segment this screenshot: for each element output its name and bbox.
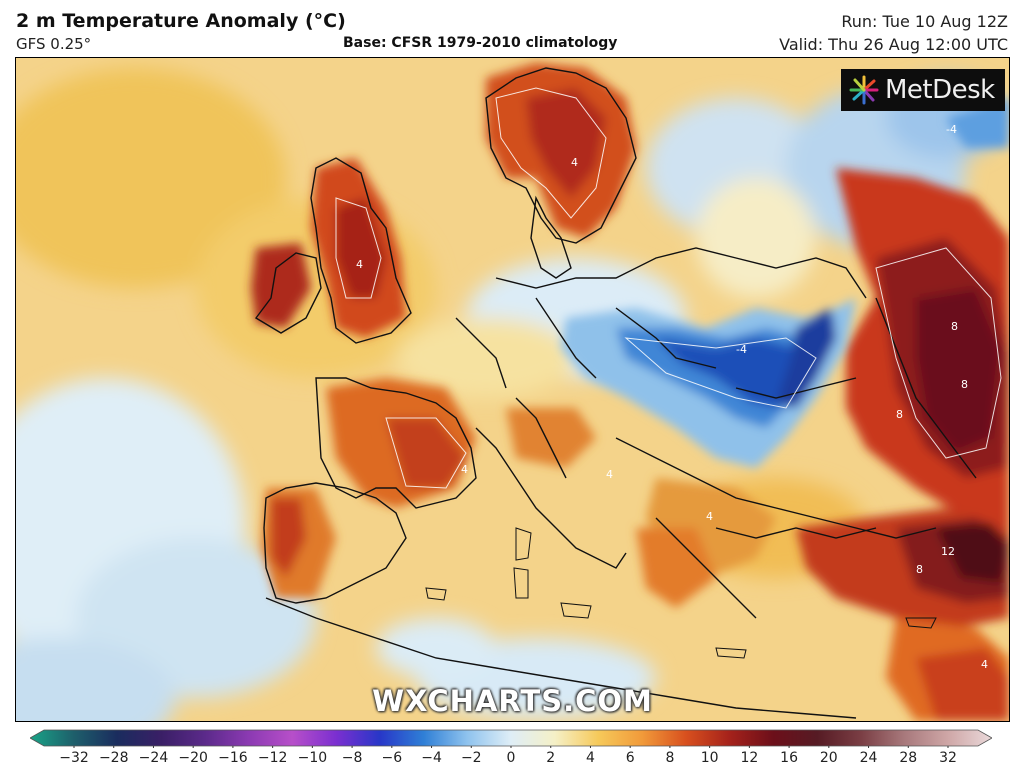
contour-label: 4 <box>571 156 578 169</box>
chart-title: 2 m Temperature Anomaly (°C) <box>16 10 346 32</box>
metdesk-logo: MetDesk <box>841 69 1005 111</box>
contour-label: 8 <box>951 320 958 333</box>
colorbar-tick-label: 6 <box>625 750 635 766</box>
colorbar-tick-label: 16 <box>780 750 798 766</box>
map-canvas: 4 4 8 8 8 4 12 8 4 4 4 -4 -4 <box>16 58 1009 721</box>
contour-label: -4 <box>946 123 957 136</box>
colorbar-tick-label: −2 <box>460 750 482 766</box>
colorbar-tick-label: 28 <box>899 750 918 766</box>
run-time-label: Run: Tue 10 Aug 12Z <box>841 12 1008 31</box>
contour-label: 12 <box>941 545 955 558</box>
contour-label: 4 <box>606 468 613 481</box>
colorbar-tick-label: 0 <box>506 750 516 766</box>
colorbar-tick-label: 12 <box>740 750 759 766</box>
colorbar-tick-label: −8 <box>341 750 363 766</box>
climatology-base-label: Base: CFSR 1979-2010 climatology <box>343 35 618 51</box>
colorbar-tick-label: 2 <box>546 750 556 766</box>
valid-time-label: Valid: Thu 26 Aug 12:00 UTC <box>779 35 1008 54</box>
colorbar-tick-label: −12 <box>257 750 288 766</box>
metdesk-logo-text: MetDesk <box>885 75 995 105</box>
metdesk-starburst-icon <box>849 75 879 105</box>
contour-label: -4 <box>736 343 747 356</box>
contour-label: 4 <box>981 658 988 671</box>
colorbar-tick-label: −24 <box>138 750 169 766</box>
islands <box>425 527 937 659</box>
coastlines <box>254 67 977 719</box>
contour-label: 8 <box>916 563 923 576</box>
colorbar-tick-label: 4 <box>585 750 595 766</box>
colorbar-tick-label: 24 <box>859 750 878 766</box>
colorbar-gradient <box>29 729 993 748</box>
colorbar-tick-label: 8 <box>665 750 675 766</box>
contour-label: 8 <box>961 378 968 391</box>
colorbar-tick-label: −32 <box>59 750 89 766</box>
anomaly-contours <box>335 87 1002 489</box>
warm-anomaly-regions <box>251 63 1009 721</box>
colorbar-tick-label: 20 <box>819 750 838 766</box>
wxcharts-watermark: WXCHARTS.COM <box>372 684 653 718</box>
contour-labels: 4 4 8 8 8 4 12 8 4 4 4 -4 -4 <box>356 123 988 671</box>
colorbar-ticks: −32 −28 −24 −20 −16 −12 −10 −8 −6 −4 −2 0 2 4 6 8 10 12 16… <box>30 750 992 772</box>
colorbar-tick-label: −6 <box>381 750 403 766</box>
colorbar-bar <box>29 729 993 747</box>
colorbar: −32 −28 −24 −20 −16 −12 −10 −8 −6 −4 −2 0 2 4 6 8 10 12 16… <box>29 728 993 774</box>
colorbar-tick-label: 10 <box>700 750 719 766</box>
colorbar-tick-label: 32 <box>939 750 957 766</box>
contour-label: 4 <box>356 258 363 271</box>
colorbar-tick-label: −16 <box>218 750 248 766</box>
contour-label: 8 <box>896 408 903 421</box>
anomaly-map[interactable]: 4 4 8 8 8 4 12 8 4 4 4 -4 -4 <box>15 57 1010 722</box>
colorbar-tick-label: −4 <box>421 750 442 766</box>
model-label: GFS 0.25° <box>16 35 92 53</box>
contour-label: 4 <box>706 510 713 523</box>
contour-label: 4 <box>461 463 468 476</box>
colorbar-tick-label: −20 <box>178 750 208 766</box>
colorbar-tick-label: −10 <box>297 750 328 766</box>
colorbar-tick-label: −28 <box>98 750 129 766</box>
cold-anomaly-regions <box>561 98 1009 468</box>
